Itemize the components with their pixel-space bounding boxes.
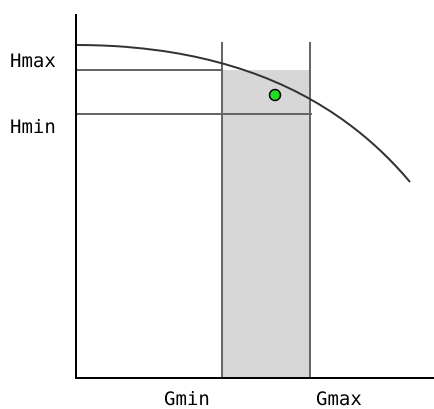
gmax-label: Gmax: [316, 388, 362, 409]
hmin-label: Hmin: [10, 116, 56, 138]
operating-point-marker: [268, 88, 282, 102]
characteristic-curve: [75, 44, 411, 183]
gmin-label: Gmin: [164, 388, 210, 409]
hmax-label: Hmax: [10, 50, 56, 72]
operating-range-region: [222, 70, 310, 378]
